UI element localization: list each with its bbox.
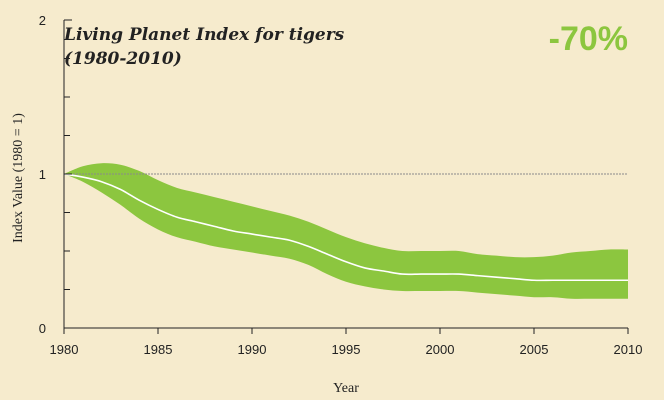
x-tick-label: 2005 [520,342,549,357]
confidence-band [64,163,628,299]
x-tick-label: 1980 [50,342,79,357]
y-tick-label: 0 [39,321,46,336]
y-tick-label: 2 [39,13,46,28]
chart-title: Living Planet Index for tigers [63,25,345,45]
x-axis-label: Year [333,381,359,396]
x-tick-label: 1995 [332,342,361,357]
x-tick-label: 2010 [614,342,643,357]
y-axis-label: Index Value (1980 = 1) [11,113,26,243]
headline-value: -70% [549,20,628,58]
y-tick-label: 1 [39,167,46,182]
x-tick-label: 1990 [238,342,267,357]
chart-subtitle: (1980-2010) [64,49,182,69]
x-tick-label: 2000 [426,342,455,357]
x-tick-label: 1985 [144,342,173,357]
